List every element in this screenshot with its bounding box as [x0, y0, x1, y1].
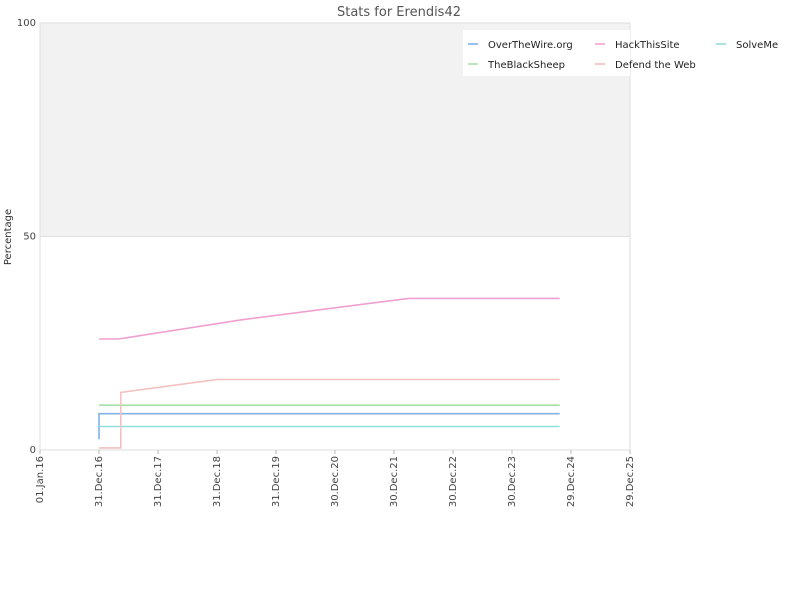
- chart-title: Stats for Erendis42: [337, 5, 461, 20]
- x-tick-label: 31.Dec.17: [153, 456, 164, 507]
- x-tick-label: 01.Jan.16: [35, 456, 46, 503]
- x-tick-label: 31.Dec.18: [212, 456, 223, 507]
- y-axis-ticks: 0 50 100: [17, 18, 36, 456]
- x-tick-label: 29.Dec.24: [566, 456, 577, 507]
- y-axis-label: Percentage: [3, 209, 14, 265]
- series-line-hackthissite: [99, 297, 560, 340]
- y-tick-label: 0: [30, 445, 36, 456]
- legend-item: TheBlackSheep: [487, 60, 565, 71]
- legend-item: OverTheWire.org: [488, 40, 573, 51]
- x-axis-ticks: 01.Jan.16 31.Dec.16 31.Dec.17 31.Dec.18 31.D…: [35, 450, 636, 507]
- x-tick-label: 29.Dec.25: [625, 456, 636, 507]
- y-tick-label: 50: [23, 232, 36, 243]
- x-tick-label: 30.Dec.21: [389, 456, 400, 507]
- series-line-defend-the-web: [99, 378, 560, 449]
- x-tick-label: 30.Dec.22: [448, 456, 459, 507]
- legend-item: HackThisSite: [615, 40, 680, 51]
- x-tick-label: 31.Dec.19: [271, 456, 282, 507]
- x-tick-label: 31.Dec.16: [94, 456, 105, 507]
- y-tick-label: 100: [17, 18, 36, 29]
- legend-item: Defend the Web: [615, 60, 696, 71]
- legend-background: [463, 30, 630, 76]
- x-tick-label: 30.Dec.20: [330, 456, 341, 507]
- legend-item: SolveMe: [736, 40, 778, 51]
- series-lines: [98, 297, 560, 449]
- legend: OverTheWire.org HackThisSite SolveMe TheBla…: [468, 40, 778, 71]
- series-line-overthewire-org: [98, 412, 560, 440]
- x-tick-label: 30.Dec.23: [507, 456, 518, 507]
